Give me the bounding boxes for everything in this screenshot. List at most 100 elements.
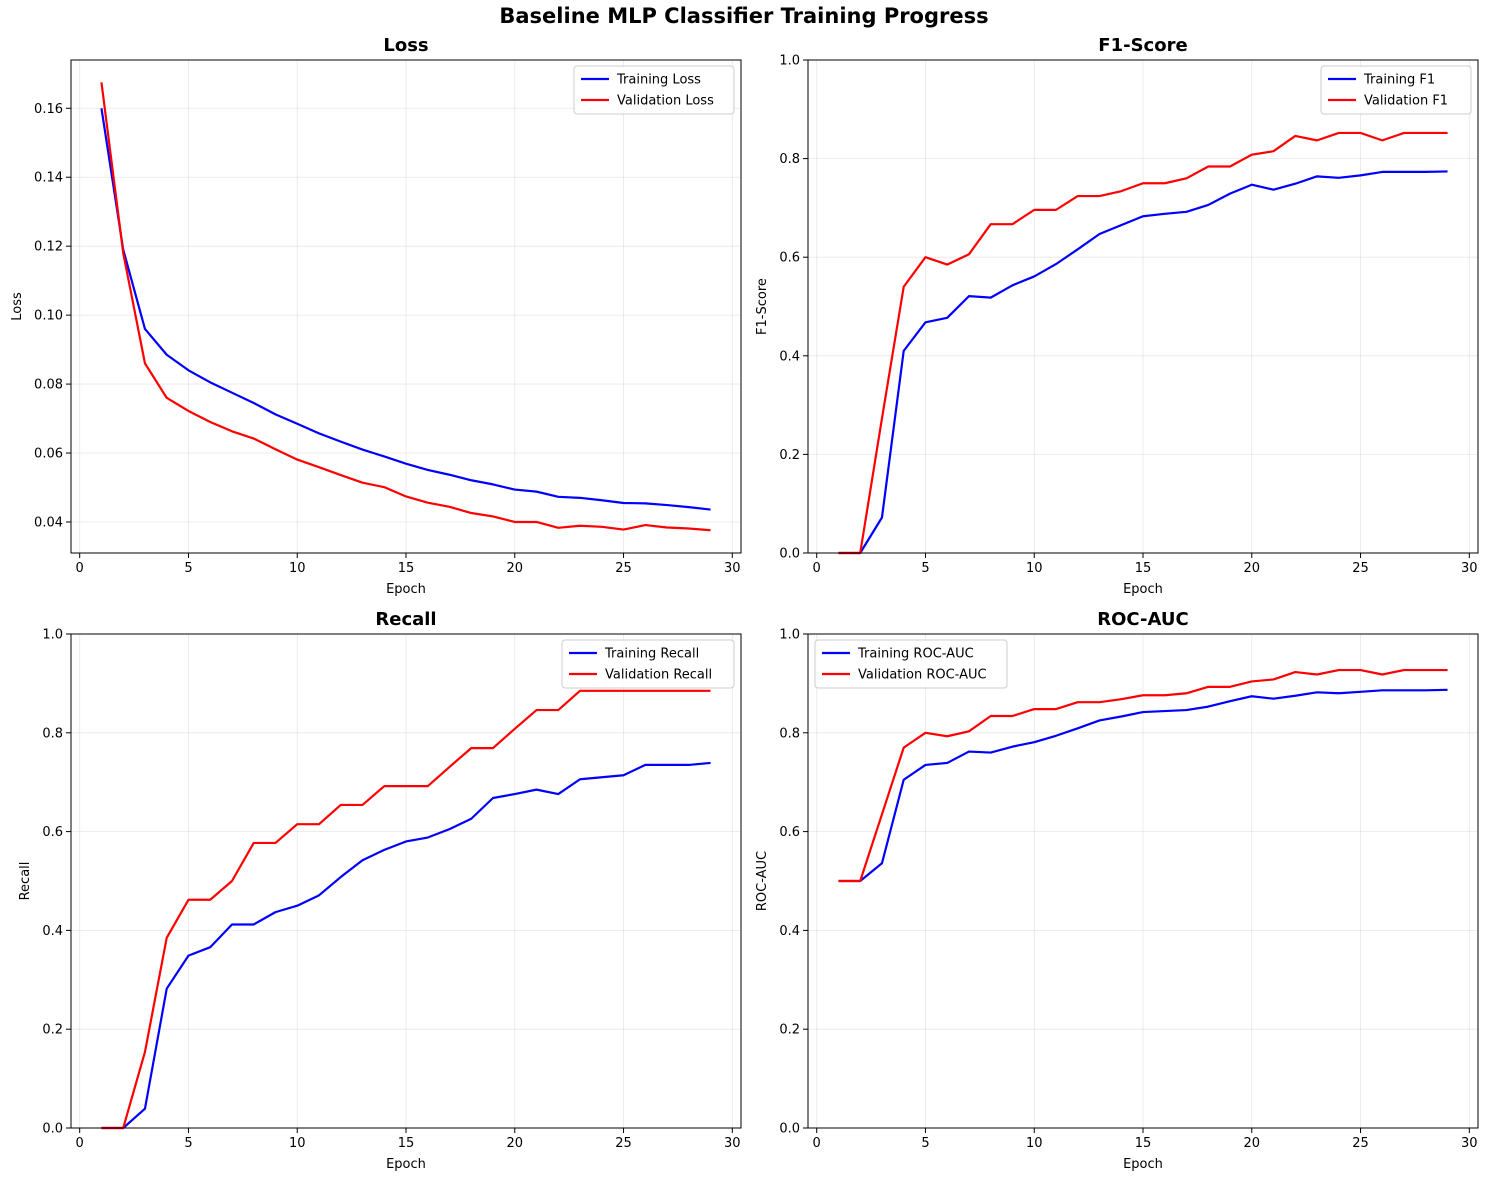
x-tick-label: 20 xyxy=(506,1136,523,1151)
y-tick-label: 0.0 xyxy=(42,1122,63,1137)
x-axis-label: Epoch xyxy=(386,582,426,597)
legend-label: Training Loss xyxy=(616,73,701,88)
y-tick-label: 1.0 xyxy=(779,628,800,643)
series-line-validation xyxy=(101,689,711,1130)
panel-title: ROC-AUC xyxy=(1097,609,1188,630)
series-line-training xyxy=(838,688,1448,883)
panel-title: Recall xyxy=(375,609,436,630)
y-tick-label: 0.8 xyxy=(779,152,800,167)
x-tick-label: 5 xyxy=(184,561,192,576)
x-tick-label: 15 xyxy=(1135,1136,1152,1151)
x-tick-label: 20 xyxy=(506,561,523,576)
series-line-validation xyxy=(100,82,711,532)
chart-panel-2: 0 5 10 15 20 25 30 0.0 0.2 0.4 0.6 0.8 1.0 F1-Score Ep… xyxy=(755,35,1479,597)
y-tick-label: 0.10 xyxy=(34,309,63,324)
series-line-training xyxy=(838,170,1448,555)
y-axis-label: F1-Score xyxy=(755,278,770,335)
x-axis-label: Epoch xyxy=(386,1157,426,1172)
x-tick-label: 5 xyxy=(921,561,929,576)
chart-panel-3: 0 5 10 15 20 25 30 0.0 0.2 0.4 0.6 0.8 1.0 Recall Epoc… xyxy=(18,609,742,1172)
y-tick-label: 0.6 xyxy=(42,825,63,840)
figure-title: Baseline MLP Classifier Training Progres… xyxy=(499,4,989,28)
chart-panel-4: 0 5 10 15 20 25 30 0.0 0.2 0.4 0.6 0.8 1.0 ROC-AUC Epo… xyxy=(755,609,1479,1172)
x-tick-label: 20 xyxy=(1243,561,1260,576)
legend: Training F1 Validation F1 xyxy=(1320,65,1472,115)
y-tick-label: 0.04 xyxy=(34,515,63,530)
chart-panel-1: 0 5 10 15 20 25 30 0.04 0.06 0.08 0.10 0.12 0.14 0.16… xyxy=(10,35,742,597)
plot-area xyxy=(808,634,1478,1128)
y-axis-label: Recall xyxy=(18,862,33,901)
x-axis-label: Epoch xyxy=(1123,1157,1163,1172)
x-tick-label: 30 xyxy=(724,1136,741,1151)
y-tick-label: 1.0 xyxy=(42,628,63,643)
x-tick-label: 25 xyxy=(615,561,632,576)
y-tick-label: 0.4 xyxy=(779,349,800,364)
legend-label: Validation Loss xyxy=(617,94,714,109)
x-tick-label: 15 xyxy=(398,1136,415,1151)
x-tick-label: 0 xyxy=(76,1136,84,1151)
legend-label: Training Recall xyxy=(604,647,699,662)
x-tick-label: 25 xyxy=(1352,561,1369,576)
x-tick-label: 5 xyxy=(921,1136,929,1151)
y-tick-label: 0.16 xyxy=(34,102,63,117)
y-tick-label: 0.2 xyxy=(779,1023,800,1038)
x-tick-label: 30 xyxy=(724,561,741,576)
y-tick-label: 0.0 xyxy=(779,547,800,562)
x-axis-label: Epoch xyxy=(1123,582,1163,597)
series-line-training xyxy=(100,108,711,511)
y-tick-label: 1.0 xyxy=(779,54,800,69)
y-tick-label: 0.14 xyxy=(34,171,63,186)
plot-area xyxy=(71,634,741,1128)
y-tick-label: 0.6 xyxy=(779,825,800,840)
x-tick-label: 5 xyxy=(184,1136,192,1151)
x-tick-label: 10 xyxy=(289,1136,306,1151)
y-tick-label: 0.2 xyxy=(779,448,800,463)
y-tick-label: 0.2 xyxy=(42,1023,63,1038)
y-tick-label: 0.4 xyxy=(779,924,800,939)
y-axis-label: Loss xyxy=(10,292,25,321)
y-tick-label: 0.06 xyxy=(34,447,63,462)
panel-title: Loss xyxy=(383,35,428,56)
legend-box xyxy=(814,639,1008,689)
y-tick-label: 0.8 xyxy=(42,726,63,741)
plot-area xyxy=(808,60,1478,553)
legend-label: Training ROC-AUC xyxy=(857,647,974,662)
legend-box xyxy=(573,65,735,115)
series-line-training xyxy=(101,761,711,1130)
y-tick-label: 0.12 xyxy=(34,240,63,255)
y-tick-label: 0.4 xyxy=(42,924,63,939)
legend-label: Training F1 xyxy=(1363,73,1435,88)
y-tick-label: 0.08 xyxy=(34,378,63,393)
x-tick-label: 0 xyxy=(813,1136,821,1151)
x-tick-label: 15 xyxy=(1135,561,1152,576)
legend-box xyxy=(1320,65,1472,115)
y-tick-label: 0.8 xyxy=(779,726,800,741)
x-tick-label: 25 xyxy=(615,1136,632,1151)
x-tick-label: 25 xyxy=(1352,1136,1369,1151)
y-tick-label: 0.6 xyxy=(779,251,800,266)
legend: Training Loss Validation Loss xyxy=(573,65,735,115)
legend: Training ROC-AUC Validation ROC-AUC xyxy=(814,639,1008,689)
x-tick-label: 20 xyxy=(1243,1136,1260,1151)
x-tick-label: 0 xyxy=(76,561,84,576)
x-tick-label: 30 xyxy=(1461,561,1478,576)
series-line-validation xyxy=(838,131,1448,555)
x-tick-label: 10 xyxy=(1026,1136,1043,1151)
y-axis-label: ROC-AUC xyxy=(755,851,770,911)
x-tick-label: 10 xyxy=(1026,561,1043,576)
panel-title: F1-Score xyxy=(1098,35,1187,56)
plot-area xyxy=(71,60,741,553)
legend-label: Validation F1 xyxy=(1364,94,1448,109)
legend-label: Validation Recall xyxy=(605,668,712,683)
y-tick-label: 0.0 xyxy=(779,1122,800,1137)
legend: Training Recall Validation Recall xyxy=(561,639,735,689)
x-tick-label: 0 xyxy=(813,561,821,576)
legend-box xyxy=(561,639,735,689)
legend-label: Validation ROC-AUC xyxy=(858,668,987,683)
x-tick-label: 30 xyxy=(1461,1136,1478,1151)
x-tick-label: 15 xyxy=(398,561,415,576)
series-line-validation xyxy=(838,668,1448,883)
x-tick-label: 10 xyxy=(289,561,306,576)
